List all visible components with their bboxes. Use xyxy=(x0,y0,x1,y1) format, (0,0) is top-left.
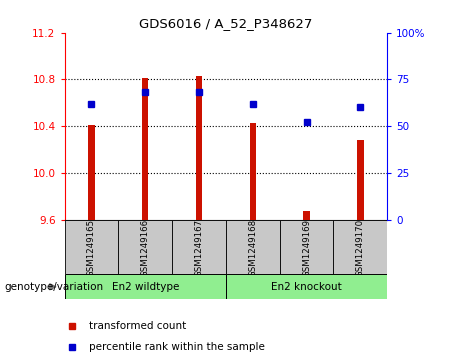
Text: genotype/variation: genotype/variation xyxy=(5,282,104,292)
Bar xyxy=(333,220,387,274)
Bar xyxy=(226,220,280,274)
Text: percentile rank within the sample: percentile rank within the sample xyxy=(89,342,265,352)
Bar xyxy=(118,220,172,274)
Text: GSM1249169: GSM1249169 xyxy=(302,219,311,277)
Bar xyxy=(88,125,95,220)
Bar xyxy=(357,140,364,220)
Text: transformed count: transformed count xyxy=(89,321,186,331)
Bar xyxy=(65,220,118,274)
Bar xyxy=(226,274,387,299)
Bar xyxy=(249,123,256,220)
Bar xyxy=(303,211,310,220)
Title: GDS6016 / A_52_P348627: GDS6016 / A_52_P348627 xyxy=(139,17,313,30)
Text: En2 wildtype: En2 wildtype xyxy=(112,282,179,292)
Text: En2 knockout: En2 knockout xyxy=(271,282,342,292)
Bar xyxy=(280,220,333,274)
Text: GSM1249165: GSM1249165 xyxy=(87,219,96,277)
Bar xyxy=(142,78,148,220)
Text: GSM1249166: GSM1249166 xyxy=(141,219,150,277)
Bar xyxy=(65,274,226,299)
Bar xyxy=(196,76,202,220)
Bar xyxy=(172,220,226,274)
Text: GSM1249170: GSM1249170 xyxy=(356,219,365,277)
Text: GSM1249167: GSM1249167 xyxy=(195,219,203,277)
Text: GSM1249168: GSM1249168 xyxy=(248,219,257,277)
